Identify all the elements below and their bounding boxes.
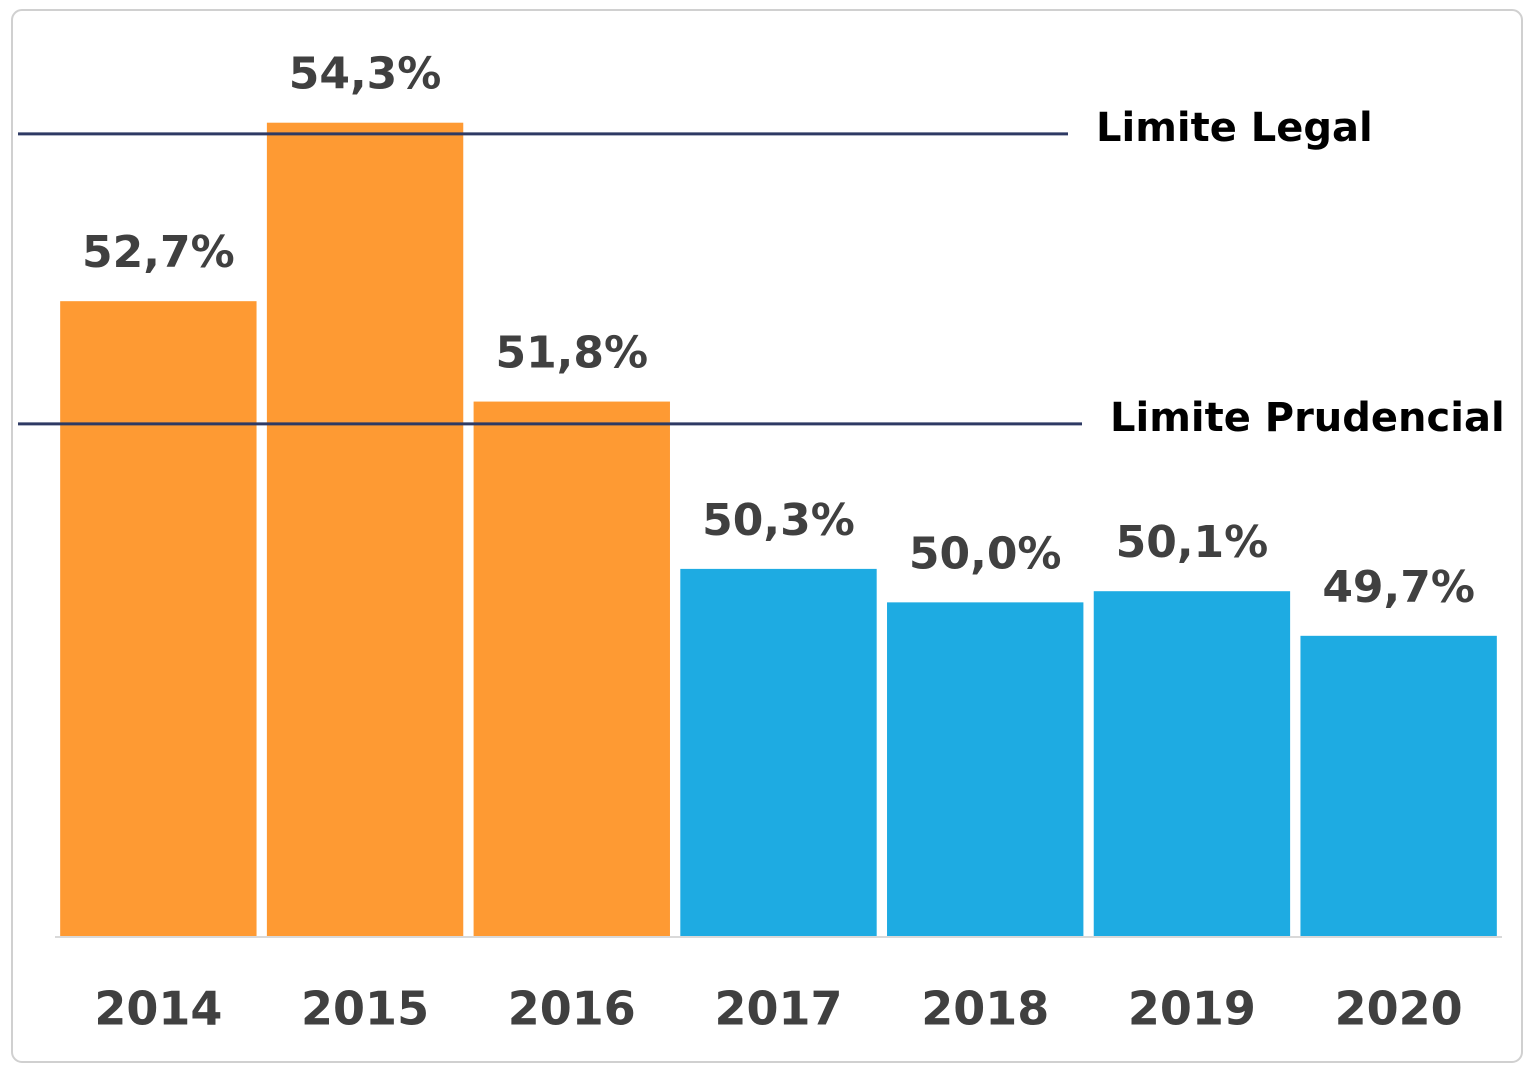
bar [1300,635,1497,937]
value-label: 52,7% [82,227,235,278]
value-label: 54,3% [289,49,442,100]
bar [680,568,877,937]
bar [473,401,670,938]
bar [1093,591,1291,937]
value-label: 51,8% [495,328,648,379]
value-label: 49,7% [1322,562,1475,613]
x-tick-label: 2020 [1335,982,1463,1036]
x-tick-label: 2017 [714,982,842,1036]
value-label: 50,3% [702,495,855,546]
bar [60,301,257,937]
x-tick-label: 2018 [921,982,1049,1036]
x-tick-label: 2016 [508,982,636,1036]
x-tick-label: 2019 [1128,982,1256,1036]
bar [266,122,464,937]
value-label: 50,1% [1116,517,1269,568]
x-tick-label: 2014 [94,982,222,1036]
reference-label: Limite Prudencial [1110,395,1505,441]
x-tick-label: 2015 [301,982,429,1036]
bar [887,602,1084,937]
reference-label: Limite Legal [1096,105,1373,151]
value-label: 50,0% [909,528,1062,579]
